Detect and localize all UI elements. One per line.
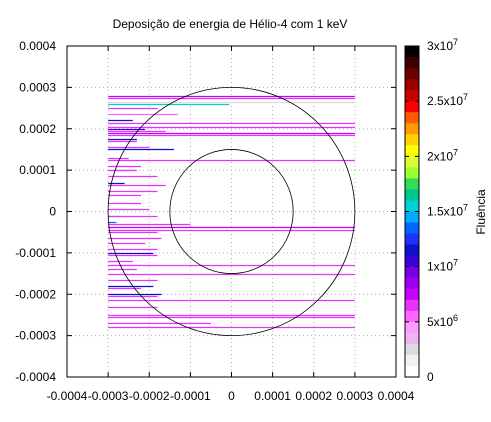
colorbar-segment — [405, 277, 419, 290]
colorbar-segment — [405, 46, 419, 58]
colorbar-tick-label: 1x107 — [427, 258, 458, 274]
colorbar-segment — [405, 79, 419, 91]
y-tick-label: 0.0003 — [19, 80, 56, 94]
colorbar-tick-label: 0 — [427, 370, 434, 384]
x-tick-label: 0.0004 — [378, 389, 415, 403]
colorbar-segment — [405, 211, 419, 224]
colorbar-segment — [405, 299, 419, 312]
colorbar-tick-label: 3x107 — [427, 37, 458, 53]
x-tick-label: -0.0002 — [129, 389, 170, 403]
x-tick-label: -0.0004 — [47, 389, 88, 403]
axis-ticks: -0.0004 -0.0003 -0.0002 -0.0001 0 0.0001 0.000… — [15, 39, 414, 403]
colorbar-segment — [405, 156, 419, 168]
y-tick-label: 0.0004 — [19, 39, 56, 53]
y-tick-label: -0.0004 — [15, 370, 56, 384]
colorbar-segment — [405, 288, 419, 301]
colorbar-segment — [405, 244, 419, 257]
y-tick-label: 0.0001 — [19, 163, 56, 177]
colorbar-segment — [405, 167, 419, 179]
x-tick-label: -0.0003 — [88, 389, 129, 403]
colorbar-segment — [405, 178, 419, 191]
colorbar-segment — [405, 134, 419, 146]
colorbar-segment — [405, 233, 419, 246]
x-tick-label: 0.0001 — [254, 389, 291, 403]
colorbar-tick-label: 1.5x107 — [427, 203, 468, 219]
colorbar-segment — [405, 200, 419, 213]
y-tick-label: -0.0002 — [15, 287, 56, 301]
x-tick-label: 0.0002 — [295, 389, 332, 403]
colorbar-segment — [405, 57, 419, 69]
track-lines — [108, 95, 355, 329]
chart-title: Deposição de energia de Hélio-4 com 1 ke… — [113, 17, 348, 31]
colorbar-segment — [405, 255, 419, 268]
y-tick-label: -0.0003 — [15, 329, 56, 343]
colorbar-segment — [405, 101, 419, 113]
x-tick-label: 0 — [228, 389, 235, 403]
colorbar-segment — [405, 321, 419, 334]
boundary-circle — [169, 149, 294, 274]
colorbar-segment — [405, 266, 419, 279]
colorbar-segment — [405, 189, 419, 202]
colorbar-segment — [405, 112, 419, 124]
y-tick-label: 0.0002 — [19, 122, 56, 136]
colorbar-segment — [405, 90, 419, 102]
colorbar-tick-label: 2x107 — [427, 147, 458, 163]
colorbar-tick-label: 2.5x107 — [427, 92, 468, 108]
colorbar-segment — [405, 222, 419, 235]
x-tick-label: -0.0001 — [170, 389, 211, 403]
boundary-circles — [107, 86, 356, 337]
y-tick-label: 0 — [49, 205, 56, 219]
colorbar-segment — [405, 310, 419, 323]
boundary-circle — [107, 86, 356, 337]
y-tick-label: -0.0001 — [15, 246, 56, 260]
colorbar-segment — [405, 354, 419, 367]
colorbar-label: Fluência — [474, 189, 488, 235]
colorbar-segment — [405, 343, 419, 356]
colorbar: 3x107 2.5x107 2x107 1.5x107 1x107 5x106 0 — [404, 37, 468, 384]
x-tick-label: 0.0003 — [337, 389, 374, 403]
colorbar-segment — [405, 332, 419, 345]
colorbar-segment — [405, 145, 419, 157]
colorbar-segment — [405, 123, 419, 135]
colorbar-tick-label: 5x106 — [427, 313, 458, 329]
colorbar-segment — [405, 68, 419, 80]
colorbar-segment — [405, 365, 419, 378]
